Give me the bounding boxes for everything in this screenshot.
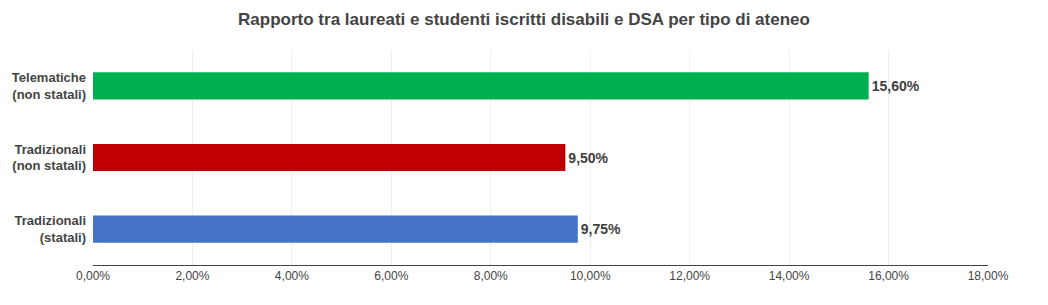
svg-text:12,00%: 12,00%: [669, 269, 710, 283]
svg-text:0,00%: 0,00%: [76, 269, 110, 283]
svg-text:16,00%: 16,00%: [868, 269, 909, 283]
svg-text:14,00%: 14,00%: [769, 269, 810, 283]
svg-text:2,00%: 2,00%: [175, 269, 209, 283]
svg-text:15,60%: 15,60%: [872, 78, 920, 94]
svg-text:Tradizionali(statali): Tradizionali(statali): [14, 213, 86, 245]
svg-text:Tradizionali(non statali): Tradizionali(non statali): [12, 142, 86, 174]
svg-text:8,00%: 8,00%: [474, 269, 508, 283]
svg-text:9,75%: 9,75%: [581, 221, 621, 237]
svg-text:4,00%: 4,00%: [275, 269, 309, 283]
svg-text:6,00%: 6,00%: [374, 269, 408, 283]
svg-text:9,50%: 9,50%: [568, 150, 608, 166]
svg-text:Telematiche(non statali): Telematiche(non statali): [12, 70, 86, 102]
svg-text:10,00%: 10,00%: [570, 269, 611, 283]
svg-text:18,00%: 18,00%: [968, 269, 1009, 283]
svg-text:Rapporto tra laureati e studen: Rapporto tra laureati e studenti iscritt…: [238, 10, 810, 29]
